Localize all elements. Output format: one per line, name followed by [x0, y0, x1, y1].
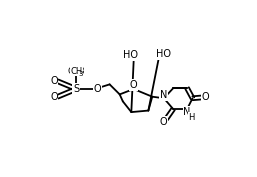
Text: HO: HO [155, 49, 171, 59]
Text: CH: CH [70, 67, 82, 76]
Text: S: S [73, 84, 79, 94]
Text: O: O [159, 117, 167, 127]
Text: H: H [189, 113, 195, 122]
Text: CH3: CH3 [68, 67, 85, 76]
Text: O: O [50, 76, 58, 86]
Text: N: N [183, 107, 191, 117]
Text: HO: HO [123, 50, 138, 60]
Text: N: N [160, 90, 168, 100]
Text: O: O [202, 92, 209, 102]
Text: O: O [93, 84, 101, 94]
Text: 3: 3 [79, 71, 83, 77]
Text: O: O [50, 92, 58, 102]
Text: O: O [130, 80, 137, 90]
